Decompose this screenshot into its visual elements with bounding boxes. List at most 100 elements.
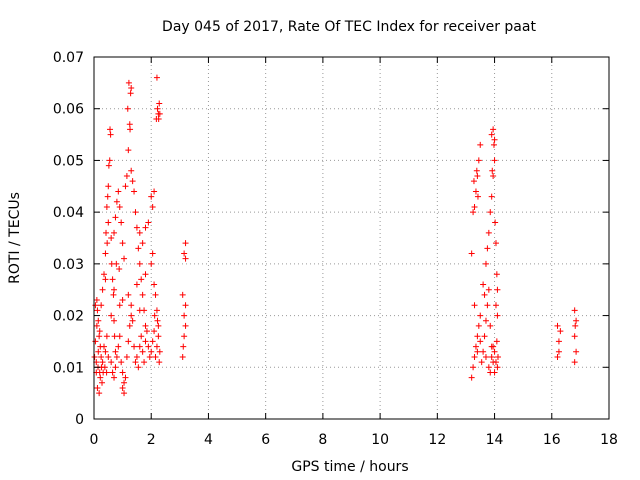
data-point bbox=[126, 322, 133, 329]
data-point bbox=[108, 359, 115, 366]
data-point bbox=[109, 369, 116, 376]
data-point bbox=[105, 183, 112, 190]
x-tick-label: 2 bbox=[147, 432, 156, 448]
data-point bbox=[91, 353, 98, 360]
data-point bbox=[103, 203, 110, 210]
data-point bbox=[141, 359, 148, 366]
data-point bbox=[149, 250, 156, 257]
data-point bbox=[139, 240, 146, 247]
data-point bbox=[492, 219, 499, 226]
data-point bbox=[115, 343, 122, 350]
data-point bbox=[103, 369, 110, 376]
y-axis-ticks: 0 0.01 0.02 0.03 0.04 0.05 0.06 0.07 bbox=[53, 50, 609, 428]
data-point bbox=[156, 100, 163, 107]
y-tick-label: 0.01 bbox=[53, 360, 84, 376]
data-point bbox=[99, 286, 106, 293]
data-point bbox=[101, 343, 108, 350]
data-point bbox=[488, 353, 495, 360]
data-point bbox=[143, 328, 150, 335]
x-tick-label: 16 bbox=[543, 432, 561, 448]
data-point bbox=[99, 359, 106, 366]
y-tick-label: 0.07 bbox=[53, 50, 84, 66]
data-point bbox=[470, 209, 477, 216]
data-point bbox=[135, 364, 142, 371]
data-point bbox=[103, 333, 110, 340]
data-point bbox=[471, 353, 478, 360]
data-point bbox=[573, 317, 580, 324]
data-point bbox=[494, 312, 501, 319]
data-point bbox=[482, 317, 489, 324]
data-point bbox=[109, 276, 116, 283]
data-point bbox=[181, 333, 188, 340]
data-point bbox=[131, 188, 138, 195]
data-point bbox=[557, 328, 564, 335]
data-point bbox=[181, 250, 188, 257]
data-point bbox=[102, 250, 109, 257]
data-point bbox=[92, 302, 99, 309]
data-point bbox=[128, 312, 135, 319]
data-point bbox=[118, 219, 125, 226]
data-point bbox=[131, 343, 138, 350]
data-point bbox=[96, 328, 103, 335]
chart-title: Day 045 of 2017, Rate Of TEC Index for r… bbox=[162, 19, 536, 35]
data-point bbox=[474, 333, 481, 340]
data-point bbox=[105, 219, 112, 226]
data-point bbox=[474, 172, 481, 179]
data-point bbox=[121, 390, 128, 397]
data-point bbox=[475, 157, 482, 164]
data-point bbox=[152, 353, 159, 360]
data-point bbox=[473, 167, 480, 174]
data-point bbox=[471, 302, 478, 309]
data-point bbox=[151, 312, 158, 319]
x-tick-label: 12 bbox=[428, 432, 446, 448]
y-axis-label: ROTI / TECUs bbox=[7, 192, 23, 284]
data-point bbox=[118, 359, 125, 366]
data-point bbox=[493, 338, 500, 345]
data-point bbox=[122, 183, 129, 190]
data-point bbox=[122, 374, 129, 381]
data-point bbox=[146, 353, 153, 360]
data-point bbox=[125, 338, 132, 345]
y-tick-label: 0.02 bbox=[53, 309, 84, 325]
y-tick-label: 0 bbox=[75, 412, 84, 428]
plot-frame bbox=[93, 56, 610, 420]
data-point bbox=[153, 343, 160, 350]
data-point bbox=[132, 359, 139, 366]
data-point bbox=[470, 178, 477, 185]
x-tick-label: 4 bbox=[204, 432, 213, 448]
data-point bbox=[136, 343, 143, 350]
data-point bbox=[111, 317, 118, 324]
data-point bbox=[103, 229, 110, 236]
data-point bbox=[119, 384, 126, 391]
y-tick-label: 0.05 bbox=[53, 153, 84, 169]
data-point bbox=[94, 307, 101, 314]
data-point bbox=[142, 338, 149, 345]
data-point bbox=[116, 333, 123, 340]
data-point bbox=[573, 348, 580, 355]
data-point bbox=[477, 338, 484, 345]
data-point bbox=[98, 302, 105, 309]
data-point bbox=[571, 307, 578, 314]
data-point bbox=[135, 245, 142, 252]
data-point bbox=[127, 126, 134, 133]
data-point bbox=[148, 193, 155, 200]
data-point bbox=[493, 271, 500, 278]
data-point bbox=[119, 369, 126, 376]
data-point bbox=[101, 364, 108, 371]
data-point bbox=[468, 374, 475, 381]
data-point bbox=[488, 131, 495, 138]
data-point bbox=[480, 348, 487, 355]
data-point bbox=[488, 193, 495, 200]
data-point bbox=[99, 379, 106, 386]
data-point bbox=[181, 312, 188, 319]
data-point bbox=[151, 281, 158, 288]
data-point bbox=[555, 348, 562, 355]
data-point bbox=[485, 364, 492, 371]
data-point bbox=[96, 390, 103, 397]
data-point bbox=[180, 343, 187, 350]
data-point bbox=[142, 224, 149, 231]
data-point bbox=[133, 281, 140, 288]
data-point bbox=[93, 297, 100, 304]
data-point bbox=[105, 353, 112, 360]
data-point bbox=[484, 245, 491, 252]
